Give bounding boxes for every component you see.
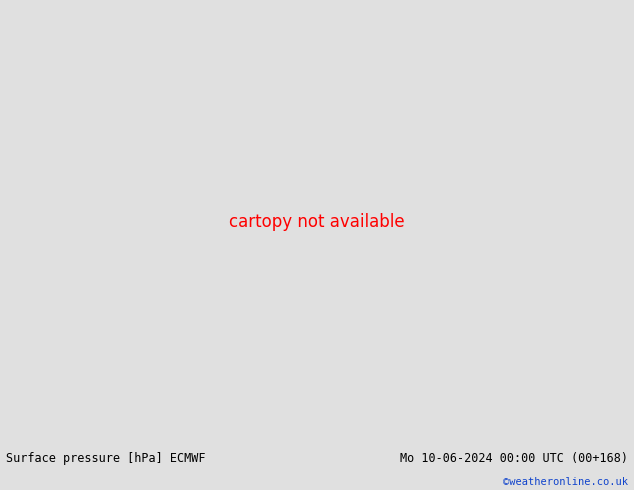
Text: cartopy not available: cartopy not available [229, 213, 405, 231]
Text: ©weatheronline.co.uk: ©weatheronline.co.uk [503, 477, 628, 487]
Text: Surface pressure [hPa] ECMWF: Surface pressure [hPa] ECMWF [6, 452, 206, 465]
Text: Mo 10-06-2024 00:00 UTC (00+168): Mo 10-06-2024 00:00 UTC (00+168) [399, 452, 628, 465]
